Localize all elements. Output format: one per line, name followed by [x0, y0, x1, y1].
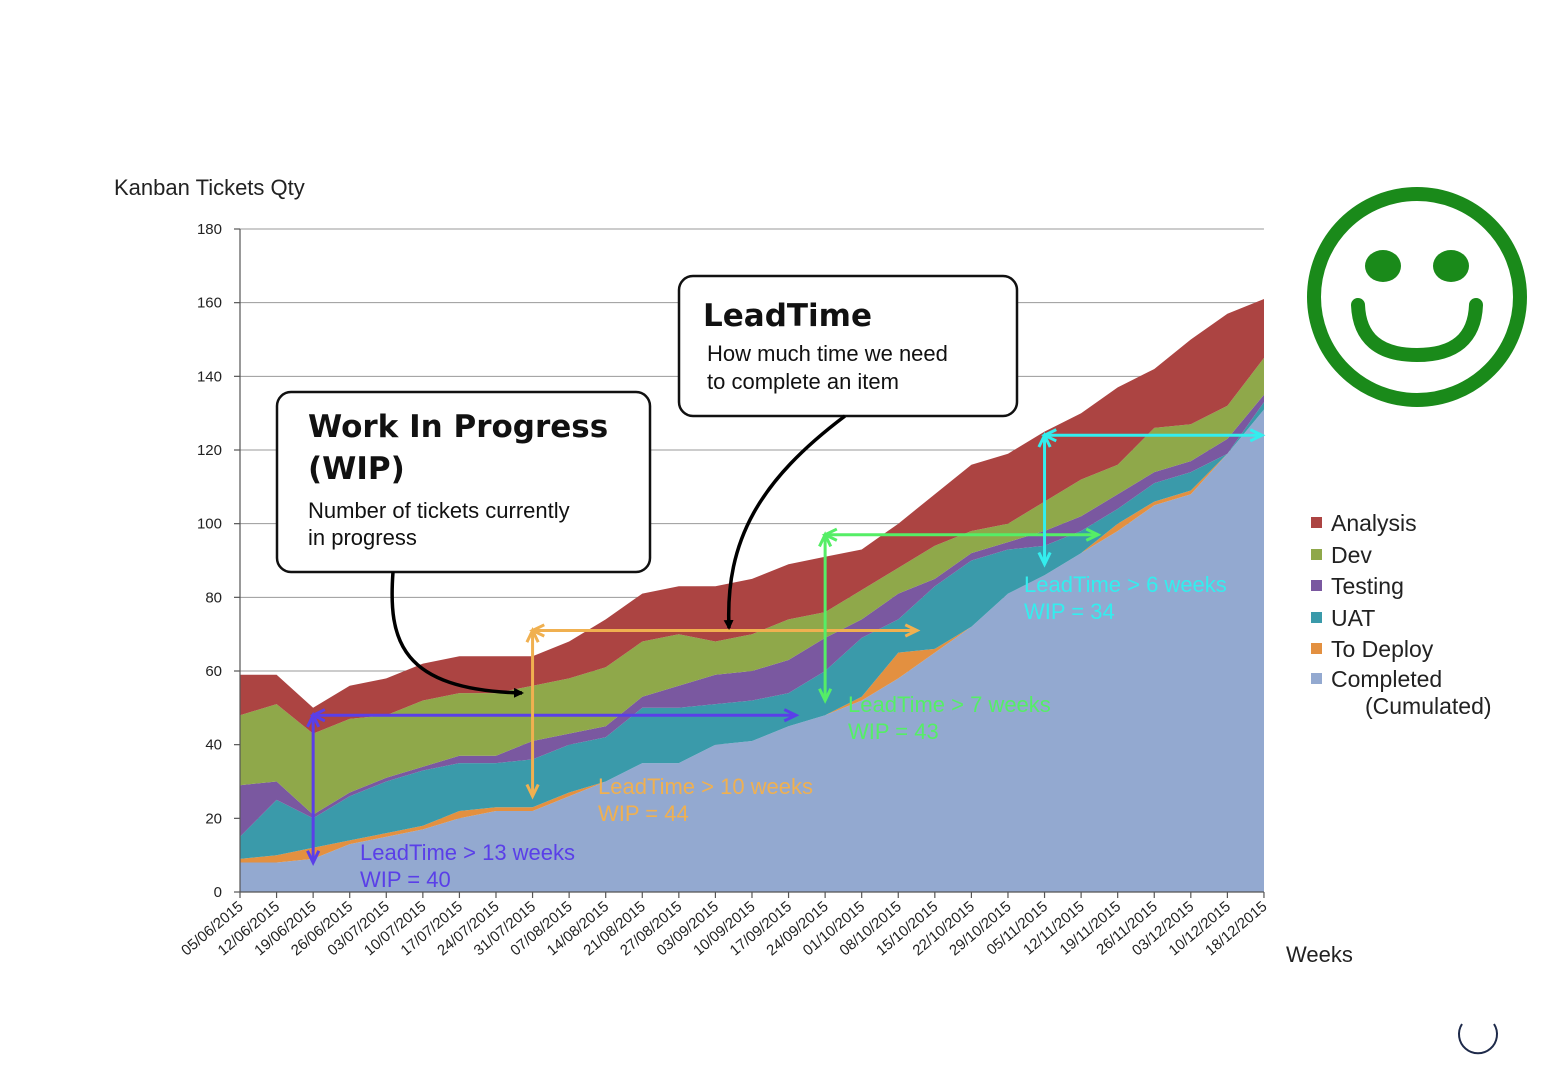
y-tick-label: 0 — [214, 884, 222, 901]
legend-label-completed: Completed — [1331, 666, 1442, 692]
arrow-head — [1041, 428, 1057, 443]
arrow-head — [1249, 428, 1266, 443]
area-uat — [240, 402, 1264, 859]
wip-label: WIP = 40 — [360, 867, 451, 892]
arrow-head — [783, 708, 800, 723]
legend-item-uat: UAT — [1311, 605, 1375, 631]
wip-callout-title-2: (WIP) — [308, 451, 405, 487]
legend-item-dev: Dev — [1311, 542, 1372, 568]
y-tick-label: 20 — [205, 810, 222, 827]
wip-callout-title-1: Work In Progress — [308, 409, 608, 445]
wip-callout-body-2: in progress — [308, 525, 417, 550]
area-dev — [240, 357, 1264, 815]
y-axis-title: Kanban Tickets Qty — [114, 175, 305, 200]
legend-label-testing: Testing — [1331, 573, 1404, 599]
wip-callout-body-1: Number of tickets currently — [308, 498, 570, 523]
smiley-face-icon — [1307, 187, 1527, 407]
leadtime-label: LeadTime > 13 weeks — [360, 840, 575, 865]
x-axis-title: Weeks — [1286, 942, 1353, 967]
legend-item-to-deploy: To Deploy — [1311, 636, 1434, 662]
leadtime-callout-title: LeadTime — [703, 298, 872, 334]
arrow-head — [821, 527, 838, 542]
legend-swatch-uat — [1311, 612, 1322, 623]
arrow-head — [306, 850, 321, 866]
legend-label-analysis: Analysis — [1331, 510, 1417, 536]
arrow-head — [1037, 551, 1052, 568]
arrow-head — [309, 708, 326, 723]
circle-arc-icon — [1458, 1023, 1498, 1055]
leadtime-callout: LeadTime How much time we need to comple… — [677, 274, 1019, 630]
leadtime-callout-body-2: to complete an item — [707, 369, 899, 394]
leadtime-callout-body-1: How much time we need — [707, 341, 948, 366]
y-tick-label: 120 — [197, 442, 222, 459]
legend-swatch-completed — [1311, 673, 1322, 684]
area-completed-cumulated — [240, 409, 1264, 892]
legend-swatch-to-deploy — [1311, 643, 1322, 654]
arrow-head — [904, 623, 921, 638]
legend-swatch-dev — [1311, 549, 1322, 560]
y-tick-label: 40 — [205, 737, 222, 754]
legend-item-completed: Completed (Cumulated) — [1311, 666, 1492, 719]
arrow-head — [529, 623, 545, 638]
wip-label: WIP = 34 — [1024, 599, 1115, 624]
legend-label-dev: Dev — [1331, 542, 1372, 568]
legend-item-analysis: Analysis — [1311, 510, 1417, 536]
legend-label-to-deploy: To Deploy — [1331, 636, 1434, 662]
legend-swatch-analysis — [1311, 517, 1322, 528]
y-tick-label: 80 — [205, 589, 222, 606]
wip-label: WIP = 43 — [848, 719, 939, 744]
y-tick-label: 140 — [197, 368, 222, 385]
leadtime-callout-arrow — [723, 414, 847, 630]
legend-label-uat: UAT — [1331, 605, 1375, 631]
y-tick-label: 60 — [205, 663, 222, 680]
y-tick-label: 160 — [197, 295, 222, 312]
arrow-head — [525, 783, 540, 800]
legend-swatch-testing — [1311, 580, 1322, 591]
area-analysis — [240, 299, 1264, 734]
arrow-head — [818, 688, 833, 704]
wip-label: WIP = 44 — [598, 801, 689, 826]
legend: Analysis Dev Testing UAT To Deploy Compl… — [1311, 510, 1492, 719]
leadtime-label: LeadTime > 10 weeks — [598, 774, 813, 799]
y-tick-label: 180 — [197, 221, 222, 238]
stacked-areas — [240, 299, 1264, 892]
arrow-head — [1085, 527, 1102, 542]
legend-item-testing: Testing — [1311, 573, 1404, 599]
leadtime-label: LeadTime > 7 weeks — [848, 692, 1051, 717]
wip-callout-arrow — [390, 571, 524, 698]
wip-callout: Work In Progress (WIP) Number of tickets… — [275, 390, 652, 698]
leadtime-label: LeadTime > 6 weeks — [1024, 572, 1227, 597]
legend-label-cumulated: (Cumulated) — [1365, 693, 1492, 719]
y-tick-label: 100 — [197, 516, 222, 533]
